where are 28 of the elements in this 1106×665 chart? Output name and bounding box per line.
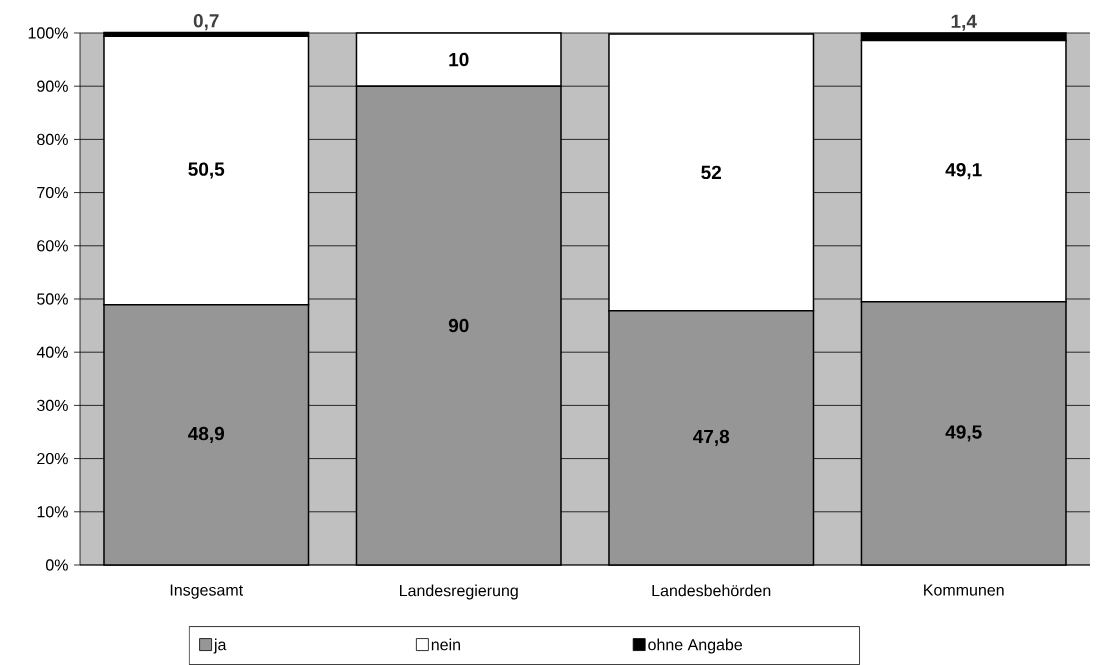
data-label: 49,1 bbox=[945, 162, 982, 180]
y-tick-label: 100% bbox=[28, 27, 68, 39]
data-label: 48,9 bbox=[188, 426, 225, 444]
y-tick-label: 10% bbox=[37, 506, 68, 518]
y-tick-label: 20% bbox=[37, 452, 68, 465]
y-tick-label: 70% bbox=[37, 186, 68, 199]
y-tick-label: 60% bbox=[37, 240, 68, 252]
x-tick-label: Insgesamt bbox=[170, 584, 244, 599]
x-tick-label: Landesbehörden bbox=[652, 584, 771, 597]
data-label: 50,5 bbox=[188, 162, 225, 179]
data-label: 49,5 bbox=[945, 425, 982, 442]
legend-label: ja bbox=[213, 638, 227, 654]
data-label: 0,7 bbox=[193, 14, 219, 31]
y-tick-label: 80% bbox=[37, 133, 68, 146]
y-tick-label: 50% bbox=[37, 293, 68, 305]
data-label: 90 bbox=[448, 318, 469, 333]
data-label: 52 bbox=[701, 165, 722, 180]
legend-label: ohne Angabe bbox=[648, 638, 743, 654]
y-tick-label: 30% bbox=[37, 399, 68, 412]
data-label: 10 bbox=[449, 52, 469, 67]
x-tick-label: Landesregierung bbox=[400, 584, 518, 600]
legend-label: nein bbox=[431, 638, 460, 651]
y-tick-label: 90% bbox=[37, 80, 68, 92]
y-tick-label: 40% bbox=[36, 346, 68, 358]
data-label: 47,8 bbox=[693, 429, 730, 446]
data-label: 1,4 bbox=[951, 14, 977, 31]
x-tick-label: Kommunen bbox=[924, 584, 1004, 596]
y-tick-label: 0% bbox=[45, 559, 68, 571]
